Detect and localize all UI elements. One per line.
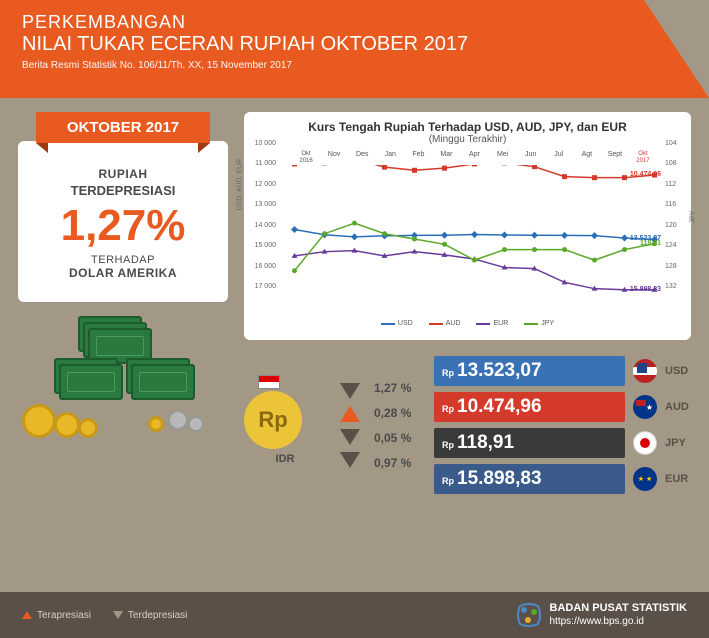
x-tick: Sept <box>601 151 629 164</box>
legend-item: AUD <box>429 320 461 327</box>
footer-org: BADAN PUSAT STATISTIK <box>550 602 688 615</box>
down-arrow-icon <box>340 383 360 399</box>
subtitle: Berita Resmi Statistik No. 106/11/Th. XX… <box>22 60 687 71</box>
money-illustration <box>18 316 228 446</box>
rate-value: Rp15.898,83 <box>434 464 625 494</box>
rate-row: Rp10.474,96 ★ AUD <box>434 392 691 422</box>
rate-row: Rp118,91 JPY <box>434 428 691 458</box>
flag-us-icon <box>633 359 657 383</box>
flag-eu-icon: ★ ★ <box>633 467 657 491</box>
footer: Terapresiasi Terdepresiasi BADAN PUSAT S… <box>0 592 709 638</box>
rate-pct: 1,27 % <box>374 381 424 395</box>
idr-label: IDR <box>244 453 326 465</box>
x-tick: Apr <box>460 151 488 164</box>
x-tick: Mei <box>489 151 517 164</box>
title-line1: PERKEMBANGAN <box>22 12 687 33</box>
title-line2: NILAI TUKAR ECERAN RUPIAH OKTOBER 2017 <box>22 33 687 56</box>
rate-value: Rp10.474,96 <box>434 392 625 422</box>
highlight-panel: RUPIAH TERDEPRESIASI 1,27% TERHADAP DOLA… <box>18 141 228 302</box>
up-arrow-icon <box>22 611 32 619</box>
month-badge: OKTOBER 2017 <box>36 112 210 143</box>
legend-item: USD <box>381 320 413 327</box>
plot-area: Okt2016NovDesJanFebMarAprMeiJunJulAgtSep… <box>290 151 659 316</box>
rate-row: Rp13.523,07 USD <box>434 356 691 386</box>
footer-ap: Terapresiasi <box>37 610 91 621</box>
idr-coin-icon: Rp <box>244 391 302 449</box>
flag-jp-icon <box>633 431 657 455</box>
x-axis: Okt2016NovDesJanFebMarAprMeiJunJulAgtSep… <box>290 151 659 164</box>
x-tick: Feb <box>404 151 432 164</box>
panel-l2: TERDEPRESIASI <box>32 183 214 198</box>
y-label-right: JPY <box>690 211 697 224</box>
panel-l4: DOLAR AMERIKA <box>32 266 214 280</box>
rate-pct: 0,28 % <box>374 406 424 420</box>
bps-logo-icon <box>516 602 542 628</box>
down-arrow-icon <box>113 611 123 619</box>
flag-id-icon <box>258 375 280 389</box>
y-axis-right: 104108112116120124128132 <box>665 140 683 290</box>
series-end-label: 10.474,96 <box>630 171 661 178</box>
panel-pct: 1,27% <box>32 204 214 248</box>
rates-block: Rp IDR 1,27 % 0,28 % 0,05 % 0,97 % Rp13.523… <box>244 356 691 494</box>
chart-title: Kurs Tengah Rupiah Terhadap USD, AUD, JP… <box>256 120 679 134</box>
x-tick: Mar <box>432 151 460 164</box>
up-arrow-icon <box>340 406 360 422</box>
down-arrow-icon <box>340 452 360 468</box>
x-tick: Jul <box>545 151 573 164</box>
currency-code: JPY <box>665 437 691 449</box>
series-end-label: 15.898,83 <box>630 286 661 293</box>
x-tick: Okt2017 <box>629 151 657 164</box>
x-tick: Agt <box>573 151 601 164</box>
currency-code: AUD <box>665 401 691 413</box>
exchange-chart: Kurs Tengah Rupiah Terhadap USD, AUD, JP… <box>244 112 691 340</box>
x-tick: Okt2016 <box>292 151 320 164</box>
panel-l3: TERHADAP <box>32 254 214 266</box>
down-arrow-icon <box>340 429 360 445</box>
chart-subtitle: (Minggu Terakhir) <box>256 134 679 145</box>
header: PERKEMBANGAN NILAI TUKAR ECERAN RUPIAH O… <box>0 0 709 98</box>
flag-au-icon: ★ <box>633 395 657 419</box>
footer-dp: Terdepresiasi <box>128 610 187 621</box>
x-tick: Nov <box>320 151 348 164</box>
currency-code: EUR <box>665 473 691 485</box>
chart-legend: USD AUD EUR JPY <box>256 320 679 327</box>
rate-value: Rp13.523,07 <box>434 356 625 386</box>
rate-value: Rp118,91 <box>434 428 625 458</box>
legend-item: JPY <box>524 320 554 327</box>
rate-pct: 0,05 % <box>374 431 424 445</box>
y-label-left: USD, AUD, EUR <box>237 159 244 211</box>
x-tick: Jan <box>376 151 404 164</box>
footer-url: https://www.bps.go.id <box>550 616 688 628</box>
currency-code: USD <box>665 365 691 377</box>
rate-pct: 0,97 % <box>374 456 424 470</box>
rate-row: Rp15.898,83 ★ ★ EUR <box>434 464 691 494</box>
x-tick: Des <box>348 151 376 164</box>
y-axis-left: 10 00011 00012 00013 00014 00015 00016 0… <box>252 140 276 290</box>
x-tick: Jun <box>517 151 545 164</box>
series-end-label: 118,91 <box>640 240 661 247</box>
panel-l1: RUPIAH <box>32 167 214 181</box>
legend-item: EUR <box>476 320 508 327</box>
